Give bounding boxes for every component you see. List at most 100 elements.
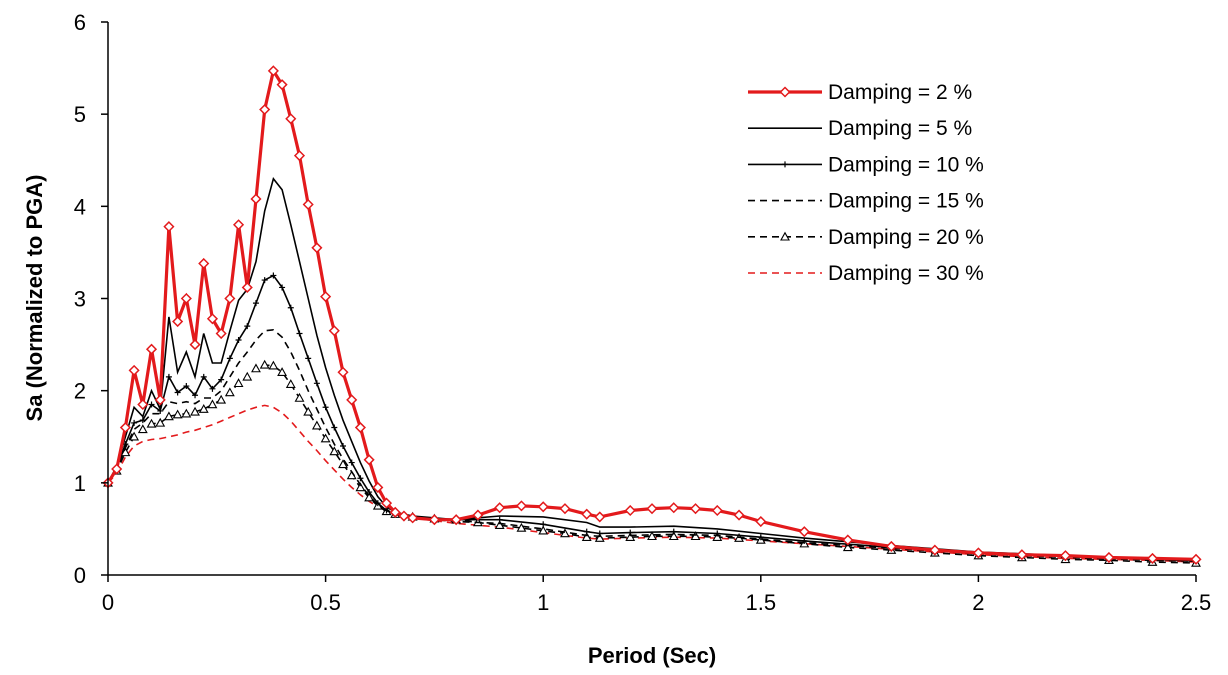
series-point <box>183 383 190 390</box>
series-point <box>129 431 140 441</box>
series-point <box>755 515 767 528</box>
series-point <box>137 424 148 434</box>
y-tick-label: 3 <box>74 287 86 312</box>
series-point <box>885 540 897 552</box>
legend-marker <box>779 86 791 98</box>
series-point <box>174 389 181 396</box>
legend: Damping = 2 % Damping = 5 % Damping = 10 %… <box>748 81 984 285</box>
series-point <box>128 364 140 376</box>
series-point <box>494 502 506 514</box>
series-point <box>398 510 410 522</box>
series-point <box>215 327 227 340</box>
series-point <box>647 531 657 541</box>
legend-marker <box>780 231 790 241</box>
series-point <box>232 219 245 231</box>
series-point <box>252 300 259 307</box>
series-point <box>313 380 320 387</box>
series-point <box>293 150 306 162</box>
series-point <box>496 516 503 523</box>
series-point <box>189 339 201 351</box>
series-point <box>148 401 155 408</box>
series-6 <box>107 404 1197 563</box>
series-point <box>581 508 593 520</box>
series-point <box>259 103 271 116</box>
series-point <box>155 417 166 427</box>
plot-area <box>102 65 1202 567</box>
series-point <box>389 506 401 518</box>
series-point <box>581 532 592 541</box>
series-point <box>537 501 549 513</box>
series-point <box>329 446 340 456</box>
series-point <box>250 193 262 205</box>
series-point <box>354 421 366 434</box>
series-point <box>380 497 393 509</box>
y-tick-label: 5 <box>74 102 86 127</box>
series-point <box>224 292 236 305</box>
x-tick-label: 2.5 <box>1181 590 1212 615</box>
series-point <box>515 500 528 512</box>
series-5 <box>103 359 1201 567</box>
series-point <box>366 489 373 496</box>
series-point <box>407 512 419 524</box>
legend-item: Damping = 15 % <box>748 190 984 213</box>
x-tick-label: 1.5 <box>746 590 777 615</box>
series-point <box>198 257 210 270</box>
series-point <box>712 532 723 541</box>
series-point <box>338 459 348 469</box>
series-point <box>668 502 680 514</box>
series-point <box>842 534 854 546</box>
legend-label: Damping = 2 % <box>828 81 972 104</box>
series-point <box>428 514 440 526</box>
series-point <box>120 447 131 457</box>
series-point <box>1190 553 1202 565</box>
series-point <box>233 378 244 388</box>
series-point <box>322 404 329 411</box>
series-point <box>216 394 227 404</box>
series-point <box>972 547 984 559</box>
series-point <box>285 379 296 388</box>
y-tick-label: 0 <box>74 563 86 588</box>
series-point <box>1059 550 1072 562</box>
x-tick-label: 0 <box>102 590 114 615</box>
series-point <box>180 292 192 305</box>
y-tick-label: 2 <box>74 379 86 404</box>
series-point <box>311 420 322 430</box>
series-point <box>131 419 138 426</box>
series-point <box>305 355 312 362</box>
series-point <box>311 242 323 254</box>
series-point <box>646 503 658 515</box>
series-point <box>268 360 279 370</box>
series-line <box>106 66 1197 561</box>
series-point <box>538 525 549 535</box>
series-point <box>244 323 251 330</box>
series-point <box>270 272 277 279</box>
series-point <box>218 376 225 383</box>
series-point <box>146 418 157 428</box>
series-point <box>320 433 331 443</box>
series-point <box>1103 551 1115 564</box>
series-3 <box>105 272 1199 565</box>
series-point <box>119 421 131 434</box>
y-tick-label: 4 <box>74 194 86 219</box>
series-point <box>224 387 235 397</box>
series-point <box>594 533 605 542</box>
series-point <box>137 398 149 411</box>
series-point <box>757 534 764 541</box>
series-line <box>107 328 1197 562</box>
series-point <box>842 542 853 552</box>
series-point <box>261 277 268 284</box>
series-2 <box>107 176 1197 562</box>
series-point <box>111 463 123 475</box>
series-point <box>627 529 634 536</box>
series-point <box>348 459 355 466</box>
x-axis-title: Period (Sec) <box>588 643 716 668</box>
legend-item: Damping = 30 % <box>748 262 984 285</box>
series-point <box>226 355 233 362</box>
legend-marker <box>782 161 788 168</box>
series-point <box>331 424 338 431</box>
series-point <box>798 526 810 538</box>
series-point <box>192 392 199 399</box>
x-tick-label: 1 <box>537 590 549 615</box>
series-point <box>172 409 183 419</box>
series-line <box>107 404 1197 563</box>
